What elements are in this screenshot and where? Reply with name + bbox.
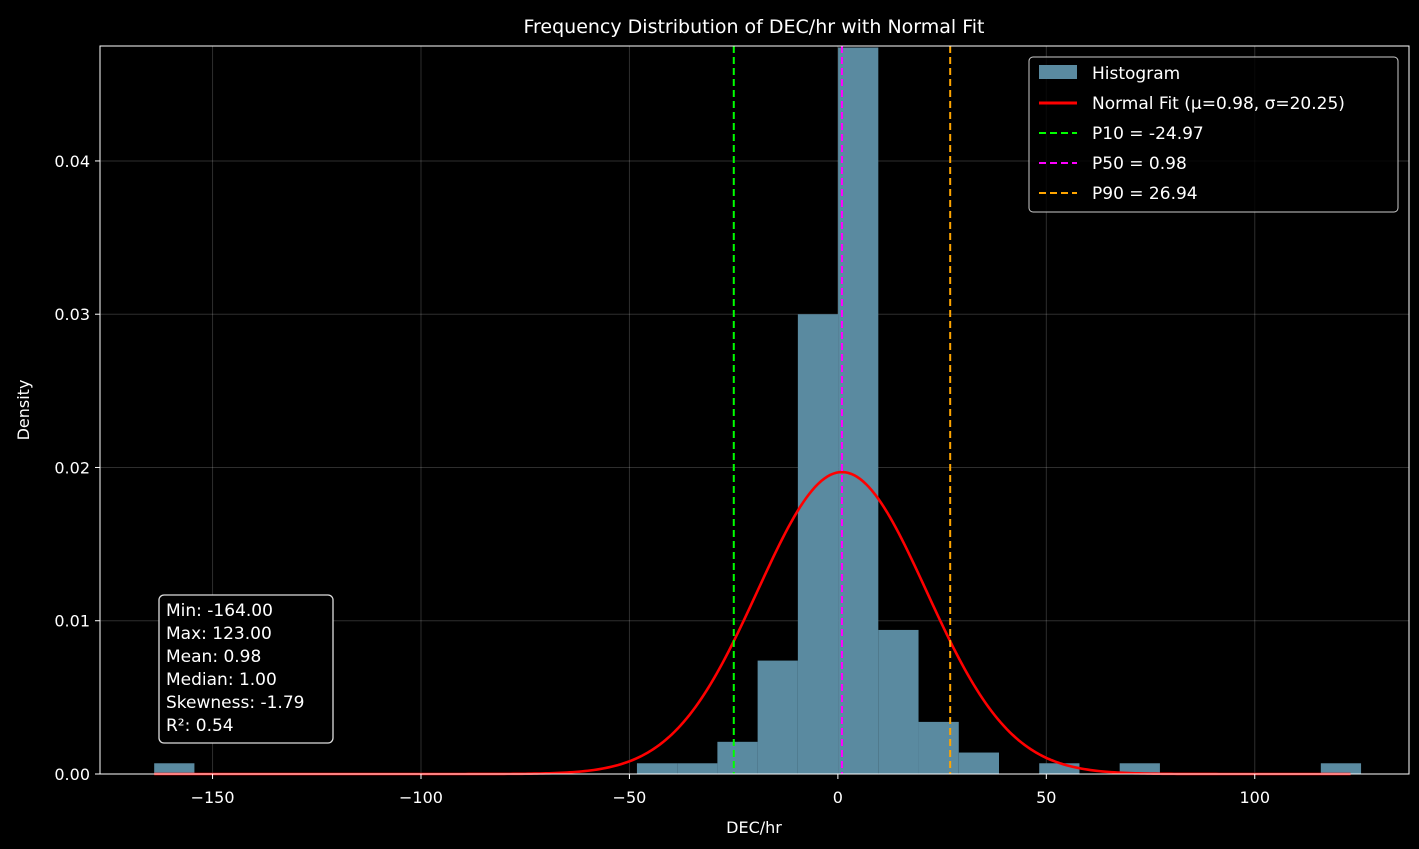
histogram-bar xyxy=(918,721,959,774)
stats-box: Min: -164.00 Max: 123.00 Mean: 0.98 Medi… xyxy=(158,594,334,744)
histogram-bar xyxy=(154,763,195,774)
y-axis-label: Density xyxy=(14,380,33,441)
y-tick-label: 0.03 xyxy=(54,305,90,324)
histogram-bar xyxy=(717,741,758,774)
y-tick-label: 0.02 xyxy=(54,458,90,477)
legend-swatch-histogram xyxy=(1039,65,1077,79)
histogram-bar xyxy=(757,660,798,774)
histogram-bar xyxy=(1320,763,1362,774)
legend-box xyxy=(1028,56,1399,213)
percentile-lines xyxy=(732,46,952,774)
histogram-bar xyxy=(878,629,919,774)
histogram-bar xyxy=(1119,763,1160,774)
histogram-bar xyxy=(838,47,879,774)
legend-label-p90: P90 = 26.94 xyxy=(1092,184,1198,204)
chart-title: Frequency Distribution of DEC/hr with No… xyxy=(523,16,984,38)
legend-label-histogram: Histogram xyxy=(1092,64,1180,84)
x-axis-label: DEC/hr xyxy=(726,818,782,837)
x-tick-label: −50 xyxy=(613,788,647,807)
x-tick-label: −100 xyxy=(399,788,443,807)
stats-min: Min: -164.00 xyxy=(166,601,273,621)
legend: Histogram Normal Fit (μ=0.98, σ=20.25) P… xyxy=(1028,56,1399,213)
stats-max: Max: 123.00 xyxy=(166,624,272,644)
stats-box-frame xyxy=(158,594,334,744)
histogram-bar xyxy=(636,763,678,774)
legend-label-normal-fit: Normal Fit (μ=0.98, σ=20.25) xyxy=(1092,94,1345,114)
y-tick-label: 0.04 xyxy=(54,152,90,171)
histogram-bars xyxy=(154,47,1362,774)
plot-frame xyxy=(99,45,1410,775)
y-tick-label: 0.01 xyxy=(54,612,90,631)
legend-label-p50: P50 = 0.98 xyxy=(1092,154,1187,174)
x-tick-label: −150 xyxy=(191,788,235,807)
x-tick-label: 100 xyxy=(1239,788,1270,807)
histogram-bar xyxy=(797,314,839,774)
stats-skewness: Skewness: -1.79 xyxy=(166,693,304,713)
y-axis: 0.00 0.01 0.02 0.03 0.04 xyxy=(54,152,100,784)
stats-r-squared: R²: 0.54 xyxy=(166,716,234,736)
x-tick-label: 0 xyxy=(833,788,843,807)
histogram-bar xyxy=(677,763,718,774)
x-tick-label: 50 xyxy=(1036,788,1056,807)
histogram-bar xyxy=(1039,763,1080,774)
legend-label-p10: P10 = -24.97 xyxy=(1092,124,1204,144)
y-tick-label: 0.00 xyxy=(54,765,90,784)
stats-median: Median: 1.00 xyxy=(166,670,277,690)
histogram-bar xyxy=(958,752,999,774)
stats-mean: Mean: 0.98 xyxy=(166,647,261,667)
x-axis: −150 −100 −50 0 50 100 xyxy=(191,774,1270,807)
